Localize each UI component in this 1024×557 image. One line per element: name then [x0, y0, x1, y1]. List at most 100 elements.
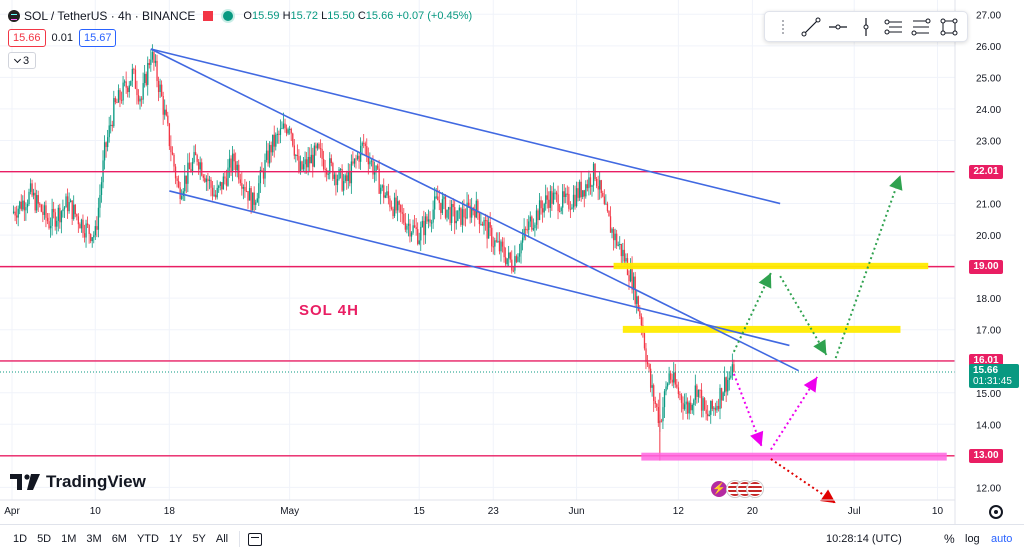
candle: [165, 109, 167, 116]
candle: [398, 201, 400, 205]
ohlc-values: O15.59 H15.72 L15.50 C15.66 +0.07 (+0.45…: [243, 10, 473, 22]
candle: [467, 202, 470, 206]
candle: [418, 240, 420, 244]
candle: [435, 196, 437, 198]
candle: [176, 178, 178, 181]
candle: [279, 128, 282, 135]
candle: [268, 144, 271, 164]
level-tag-13[interactable]: 13.00: [969, 448, 1003, 463]
candle: [366, 146, 368, 157]
us-flag-event-icon[interactable]: [747, 481, 763, 497]
timeframe-1y[interactable]: 1Y: [168, 533, 183, 545]
candle: [353, 158, 356, 164]
timeframe-all[interactable]: All: [215, 533, 229, 545]
candle: [413, 225, 416, 228]
grip-icon[interactable]: [772, 16, 794, 38]
timeframe-6m[interactable]: 6M: [111, 533, 127, 545]
candle: [528, 221, 530, 230]
timeframe-ytd[interactable]: YTD: [136, 533, 159, 545]
price-tick-label: 12.00: [976, 483, 1001, 494]
symbol-title[interactable]: SOL / TetherUS · 4h · BINANCE: [24, 9, 196, 23]
candle: [188, 162, 191, 170]
fib-retracement-icon[interactable]: [910, 16, 932, 38]
candle: [161, 84, 163, 96]
candle: [295, 154, 297, 156]
candle: [207, 178, 209, 182]
candle: [205, 178, 208, 182]
candle: [298, 156, 300, 172]
level-tag-22[interactable]: 22.01: [969, 164, 1003, 179]
candle: [731, 364, 734, 376]
vertical-line-icon[interactable]: [855, 16, 877, 38]
time-tick-label: May: [280, 506, 299, 517]
sell-price-button[interactable]: 15.66: [8, 29, 46, 47]
candle: [713, 407, 715, 409]
candle: [142, 83, 144, 100]
tradingview-mark-icon: [10, 474, 40, 490]
candle: [194, 152, 197, 156]
candle: [426, 216, 428, 222]
parallel-channel-icon[interactable]: [883, 16, 905, 38]
candle: [427, 219, 430, 222]
candle: [247, 191, 249, 201]
chart-annotation-text[interactable]: SOL 4H: [299, 302, 359, 319]
candle: [299, 161, 302, 172]
candle: [616, 233, 618, 246]
flag-icon[interactable]: [203, 11, 214, 21]
horizontal-ray-icon[interactable]: [827, 16, 849, 38]
candle: [599, 180, 601, 190]
trend-line-icon[interactable]: [800, 16, 822, 38]
timeframe-1m[interactable]: 1M: [61, 533, 77, 545]
candle: [733, 364, 735, 372]
candle: [645, 348, 647, 362]
candle: [514, 256, 516, 271]
timeframe-5y[interactable]: 5Y: [192, 533, 206, 545]
tradingview-logo[interactable]: TradingView: [10, 472, 146, 492]
candle: [227, 167, 229, 186]
timeframe-5d[interactable]: 5D: [37, 533, 52, 545]
candle: [193, 152, 195, 163]
timeframe-3m[interactable]: 3M: [86, 533, 102, 545]
settings-gear-icon[interactable]: [989, 505, 1003, 519]
candle: [441, 199, 444, 213]
percent-scale-toggle[interactable]: %: [944, 532, 955, 546]
candle: [687, 401, 689, 414]
candle: [48, 221, 50, 229]
candle: [276, 133, 279, 135]
candle: [29, 183, 32, 192]
candle: [730, 375, 732, 378]
candle: [76, 214, 78, 217]
utc-clock[interactable]: 10:28:14 (UTC): [826, 533, 902, 545]
auto-scale-toggle[interactable]: auto: [991, 533, 1013, 545]
candle: [306, 159, 308, 168]
rectangle-icon[interactable]: [938, 16, 960, 38]
bid-ask-panel: 15.66 0.01 15.67: [8, 29, 117, 47]
candle: [110, 124, 112, 126]
price-tick-label: 20.00: [976, 231, 1001, 242]
candle: [421, 220, 424, 227]
log-scale-toggle[interactable]: log: [965, 533, 980, 545]
candle: [617, 244, 619, 246]
candle: [282, 123, 285, 128]
candle: [537, 210, 539, 221]
candle: [461, 209, 464, 225]
candle: [80, 219, 83, 229]
level-tag-19[interactable]: 19.00: [969, 259, 1003, 274]
candle: [358, 155, 360, 162]
candle: [548, 199, 550, 208]
calendar-icon[interactable]: [248, 532, 263, 546]
candle: [577, 188, 579, 198]
indicators-toggle[interactable]: 3: [8, 52, 36, 69]
candle: [177, 180, 180, 188]
candle: [491, 227, 493, 247]
candle: [352, 161, 354, 164]
candle: [508, 252, 510, 259]
lightning-event-icon[interactable]: ⚡: [711, 481, 727, 497]
timeframe-1d[interactable]: 1D: [13, 533, 28, 545]
time-tick-label: 15: [414, 506, 426, 517]
buy-price-button[interactable]: 15.67: [78, 29, 117, 47]
candle: [497, 240, 499, 242]
candle: [262, 171, 265, 179]
candle: [46, 217, 49, 222]
